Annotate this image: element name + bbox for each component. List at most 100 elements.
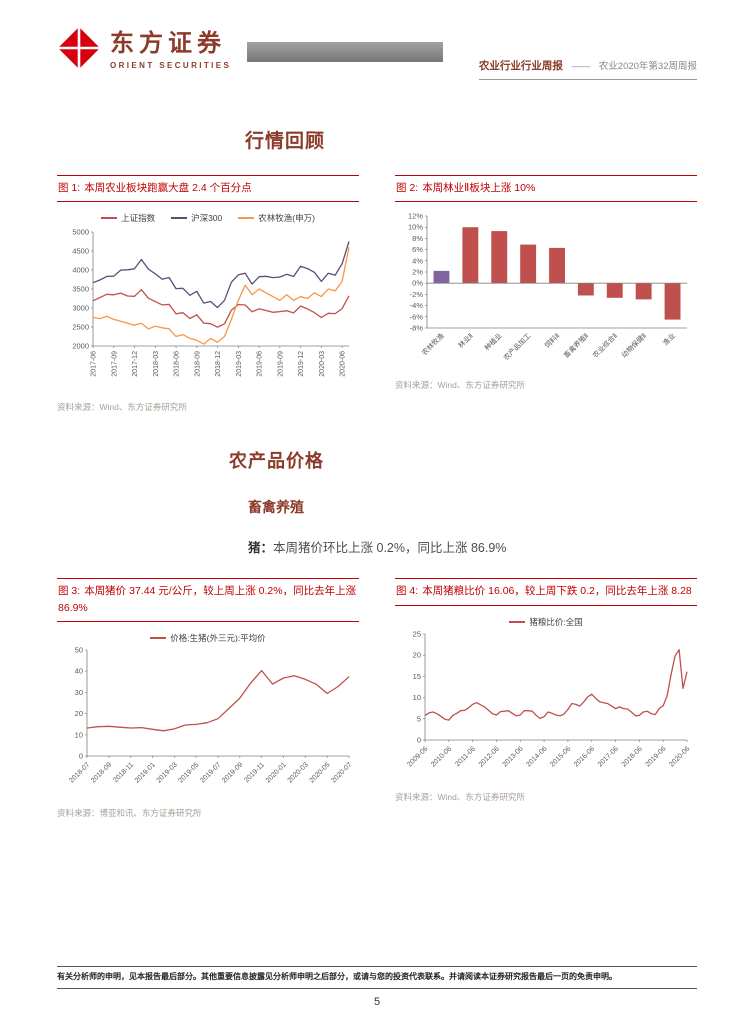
svg-text:2019-12: 2019-12 <box>298 351 305 377</box>
svg-text:2000: 2000 <box>72 342 89 351</box>
svg-text:2019-07: 2019-07 <box>199 761 222 784</box>
pig-text: 本周猪价环比上涨 0.2%，同比上涨 86.9% <box>273 541 507 556</box>
brand-text: 东方证券 ORIENT SECURITIES <box>110 30 231 69</box>
svg-text:2014-06: 2014-06 <box>525 745 548 768</box>
svg-text:2017-06: 2017-06 <box>91 351 98 377</box>
svg-text:6%: 6% <box>412 245 423 254</box>
legend-line-swatch <box>509 620 526 623</box>
legend-item: 沪深300 <box>171 212 222 224</box>
svg-text:2019-03: 2019-03 <box>236 351 243 377</box>
svg-text:2011-06: 2011-06 <box>454 745 477 768</box>
svg-text:畜禽养殖Ⅱ: 畜禽养殖Ⅱ <box>562 331 591 360</box>
legend-label: 农林牧渔(申万) <box>258 213 315 224</box>
svg-text:2020-03: 2020-03 <box>287 761 310 784</box>
svg-text:2018-06: 2018-06 <box>621 745 644 768</box>
svg-text:20: 20 <box>75 709 83 718</box>
svg-text:2018-09: 2018-09 <box>90 761 113 784</box>
svg-text:2009-06: 2009-06 <box>406 745 429 768</box>
svg-text:2019-06: 2019-06 <box>257 351 264 377</box>
svg-text:2019-03: 2019-03 <box>156 761 179 784</box>
page-number: 5 <box>373 996 381 1008</box>
svg-text:2020-01: 2020-01 <box>265 761 288 784</box>
svg-text:2019-11: 2019-11 <box>243 761 266 784</box>
svg-text:15: 15 <box>413 671 421 680</box>
legend-line-swatch <box>238 217 255 220</box>
svg-text:2020-06: 2020-06 <box>668 745 691 768</box>
chart-legend: 猪粮比价:全国 <box>395 616 697 628</box>
svg-text:2018-07: 2018-07 <box>68 761 91 784</box>
section-title-product-prices: 农产品价格 <box>229 451 324 472</box>
figure-2-caption: 图 2: 本周林业Ⅱ板块上涨 10% <box>395 175 697 203</box>
svg-text:2020-07: 2020-07 <box>330 761 353 784</box>
svg-text:农林牧渔: 农林牧渔 <box>420 331 446 357</box>
disclaimer-text: 有关分析师的申明，见本报告最后部分。其他重要信息披露见分析师申明之后部分，或请与… <box>57 966 697 989</box>
figure-1-caption-text: 本周农业板块跑赢大盘 2.4 个百分点 <box>84 182 252 194</box>
svg-text:2018-12: 2018-12 <box>215 351 222 377</box>
chart-canvas: -8% -6% -4% -2% 0% 2% 4% 6% 8% 10% 12% 农林牧渔 林业Ⅱ 种植业 农产… <box>408 212 687 362</box>
svg-text:3000: 3000 <box>72 304 89 313</box>
svg-text:农业综合Ⅱ: 农业综合Ⅱ <box>591 331 620 360</box>
figure-3-caption-text: 本周猪价 37.44 元/公斤，较上周上涨 0.2%，同比去年上涨 86.9% <box>58 585 357 614</box>
brand-name-cn: 东方证券 <box>110 30 226 58</box>
title-separator: —— <box>571 61 591 72</box>
svg-text:10: 10 <box>75 730 83 739</box>
figure-3-source: 资料来源：博亚和讯、东方证券研究所 <box>57 807 202 818</box>
svg-text:-2%: -2% <box>410 290 424 299</box>
figures-row-2: 图 3: 本周猪价 37.44 元/公斤，较上周上涨 0.2%，同比去年上涨 86… <box>57 578 697 819</box>
figure-1-chart: 上证指数 沪深300 农林牧渔(申万) 2000 2500 3000 3500 4000 450… <box>57 212 359 396</box>
figure-1-source: 资料来源：Wind、东方证券研究所 <box>57 402 187 413</box>
svg-text:5: 5 <box>417 714 421 723</box>
svg-text:3500: 3500 <box>72 285 89 294</box>
figure-1-caption: 图 1: 本周农业板块跑赢大盘 2.4 个百分点 <box>57 175 359 203</box>
svg-text:10: 10 <box>413 693 421 702</box>
figure-4-number: 图 4: <box>396 585 419 598</box>
legend-line-swatch <box>150 636 167 639</box>
legend-label: 猪粮比价:全国 <box>529 616 583 627</box>
figure-2: 图 2: 本周林业Ⅱ板块上涨 10% -8% -6% -4% -2% 0% 2% 4% 6% 8%… <box>395 175 697 413</box>
figure-4: 图 4: 本周猪粮比价 16.06，较上周下跌 0.2，同比去年上涨 8.28 猪… <box>395 578 697 819</box>
svg-text:林业Ⅱ: 林业Ⅱ <box>456 331 475 350</box>
brand-logo: 东方证券 ORIENT SECURITIES <box>57 26 231 75</box>
svg-text:4500: 4500 <box>72 247 89 256</box>
svg-text:0: 0 <box>79 751 83 760</box>
figure-3-number: 图 3: <box>58 585 81 598</box>
figure-2-chart: -8% -6% -4% -2% 0% 2% 4% 6% 8% 10% 12% 农林牧渔 林业Ⅱ 种植业 农产… <box>395 202 697 374</box>
svg-text:2019-05: 2019-05 <box>177 761 200 784</box>
figure-2-caption-text: 本周林业Ⅱ板块上涨 10% <box>422 182 536 194</box>
legend-label: 价格:生猪(外三元):平均价 <box>170 632 266 643</box>
svg-text:农产品加工: 农产品加工 <box>501 331 532 362</box>
svg-text:2019-09: 2019-09 <box>221 761 244 784</box>
svg-text:4%: 4% <box>412 257 423 266</box>
svg-text:-8%: -8% <box>410 324 424 333</box>
svg-text:2018-06: 2018-06 <box>174 351 181 377</box>
svg-text:2500: 2500 <box>72 323 89 332</box>
svg-text:2020-03: 2020-03 <box>319 351 326 377</box>
figure-2-source: 资料来源：Wind、东方证券研究所 <box>395 380 525 391</box>
svg-text:2018-11: 2018-11 <box>112 761 135 784</box>
chart-canvas: 2000 2500 3000 3500 4000 4500 5000 2017-06 2017-… <box>72 228 350 377</box>
svg-text:2%: 2% <box>412 268 423 277</box>
svg-text:50: 50 <box>75 645 83 654</box>
svg-text:2019-06: 2019-06 <box>644 745 667 768</box>
svg-text:饲料Ⅱ: 饲料Ⅱ <box>543 331 562 350</box>
svg-text:2019-01: 2019-01 <box>134 761 157 784</box>
svg-text:2012-06: 2012-06 <box>478 745 501 768</box>
section-title-market-review: 行情回顾 <box>245 131 326 152</box>
pig-label: 猪： <box>248 541 274 556</box>
legend-line-swatch <box>101 217 118 220</box>
svg-text:0%: 0% <box>412 279 423 288</box>
legend-item: 上证指数 <box>101 212 155 224</box>
chart-legend: 上证指数 沪深300 农林牧渔(申万) <box>57 212 359 224</box>
svg-text:2018-03: 2018-03 <box>153 351 160 377</box>
svg-text:40: 40 <box>75 666 83 675</box>
svg-text:20: 20 <box>413 650 421 659</box>
svg-text:12%: 12% <box>408 212 423 221</box>
legend-item: 价格:生猪(外三元):平均价 <box>150 632 266 644</box>
svg-text:25: 25 <box>413 629 421 638</box>
figure-3: 图 3: 本周猪价 37.44 元/公斤，较上周上涨 0.2%，同比去年上涨 86… <box>57 578 359 819</box>
svg-text:8%: 8% <box>412 234 423 243</box>
svg-text:渔业: 渔业 <box>661 331 677 347</box>
figure-4-chart: 猪粮比价:全国 0 5 10 15 20 25 2009-06 2010-06 2011-06 20… <box>395 616 697 786</box>
